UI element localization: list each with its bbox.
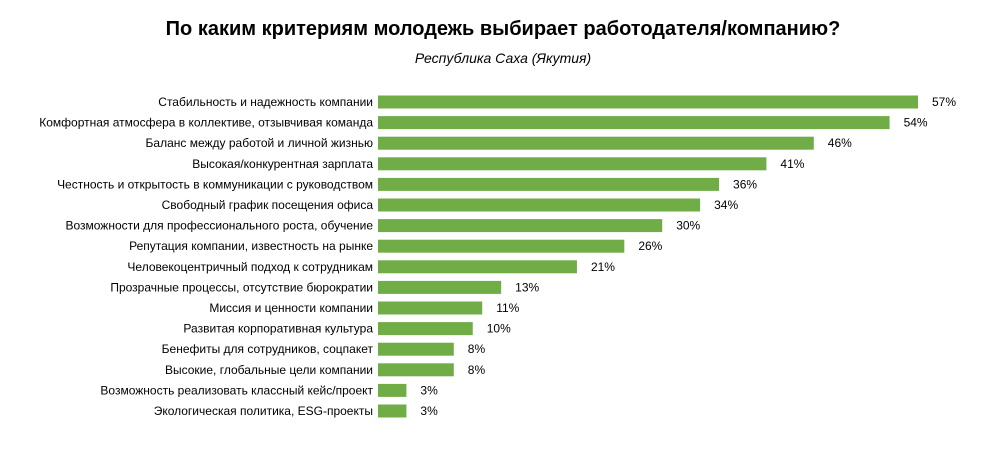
bar (378, 157, 767, 171)
category-label: Высокие, глобальные цели компании (165, 363, 373, 377)
value-label: 54% (904, 116, 928, 130)
category-label: Прозрачные процессы, отсутствие бюрократ… (110, 280, 373, 294)
category-label: Миссия и ценности компании (209, 301, 373, 315)
value-label: 8% (468, 363, 486, 377)
category-label: Бенефиты для сотрудников, соцпакет (162, 342, 374, 356)
category-label: Честность и открытость в коммуникации с … (57, 177, 373, 191)
category-label: Экологическая политика, ESG-проекты (154, 404, 373, 418)
category-label: Комфортная атмосфера в коллективе, отзыв… (39, 116, 373, 130)
bar (378, 198, 701, 212)
category-label: Возможность реализовать классный кейс/пр… (100, 383, 373, 397)
value-label: 26% (638, 239, 662, 253)
category-label: Стабильность и надежность компании (158, 95, 373, 109)
value-label: 13% (515, 280, 539, 294)
value-label: 57% (932, 95, 956, 109)
category-label: Баланс между работой и личной жизнью (146, 136, 373, 150)
category-label: Возможности для профессионального роста,… (65, 219, 373, 233)
chart-subtitle: Республика Саха (Якутия) (414, 50, 592, 66)
bar (378, 383, 407, 397)
value-label: 34% (714, 198, 738, 212)
bar (378, 95, 918, 109)
value-label: 10% (487, 322, 511, 336)
bar (378, 404, 407, 418)
bar (378, 177, 720, 191)
category-label: Человекоцентричный подход к сотрудникам (127, 260, 373, 274)
bar (378, 363, 454, 377)
bar (378, 219, 663, 233)
value-label: 3% (420, 383, 438, 397)
category-label: Развитая корпоративная культура (183, 322, 373, 336)
category-label: Свободный график посещения офиса (162, 198, 374, 212)
bar (378, 322, 473, 336)
bar (378, 280, 502, 294)
bar (378, 136, 814, 150)
bar (378, 239, 625, 253)
value-label: 41% (780, 157, 804, 171)
chart-title: По каким критериям молодежь выбирает раб… (165, 18, 841, 40)
value-label: 8% (468, 342, 486, 356)
bar (378, 301, 483, 315)
value-label: 46% (828, 136, 852, 150)
category-label: Репутация компании, известность на рынке (129, 239, 373, 253)
value-label: 30% (676, 219, 700, 233)
category-label: Высокая/конкурентная зарплата (192, 157, 373, 171)
value-label: 21% (591, 260, 615, 274)
bar (378, 116, 890, 130)
bar (378, 342, 454, 356)
value-label: 3% (420, 404, 438, 418)
bar (378, 260, 577, 274)
value-label: 36% (733, 177, 757, 191)
value-label: 11% (496, 301, 519, 315)
